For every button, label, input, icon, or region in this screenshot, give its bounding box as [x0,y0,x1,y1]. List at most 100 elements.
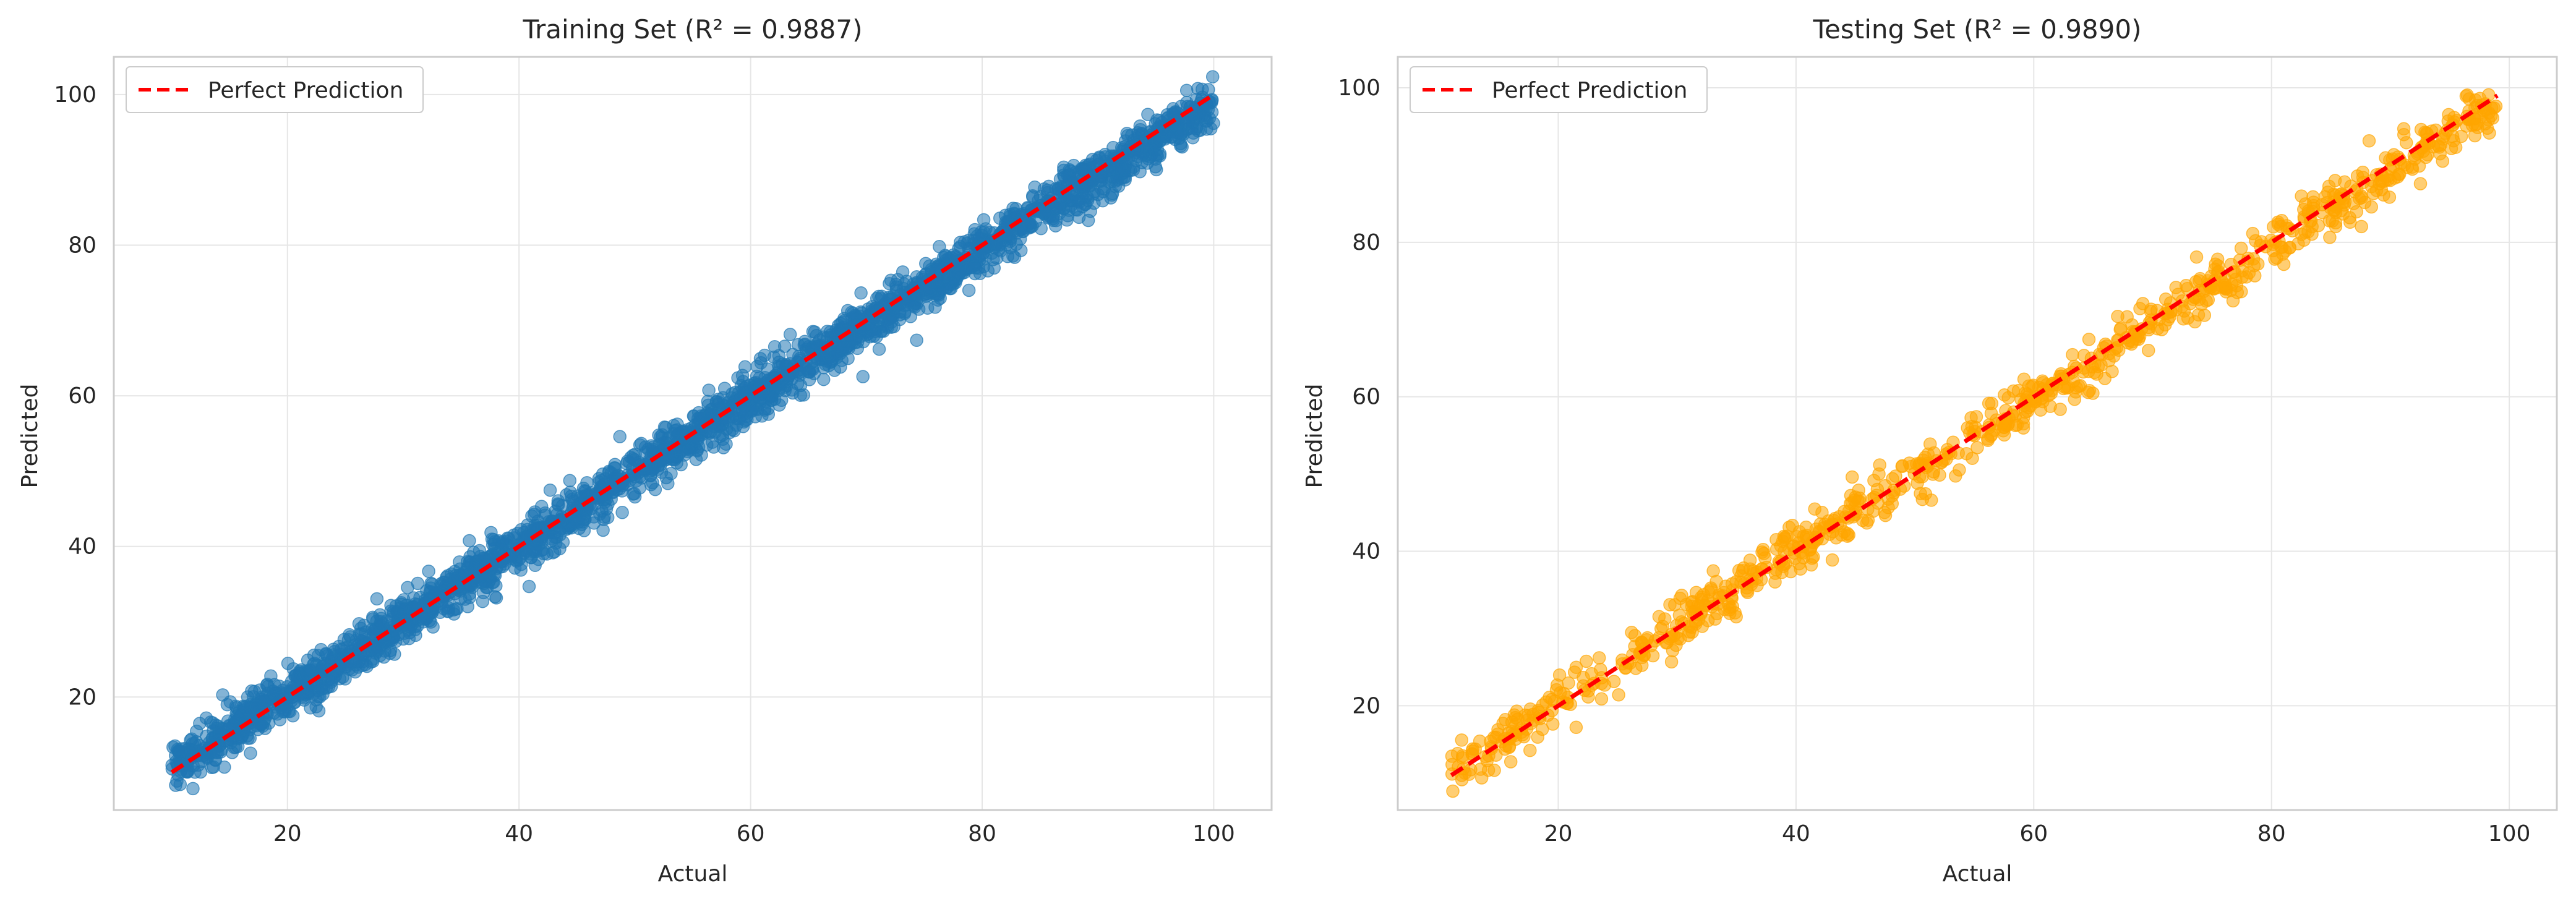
x-tick-label: 80 [2257,821,2286,846]
scatter-point [2021,404,2034,418]
scatter-point [1531,730,1544,744]
scatter-point [553,528,567,542]
scatter-point [528,508,541,521]
scatter-point [711,393,725,406]
scatter-point [2433,140,2446,154]
training-set-plot: Training Set (R² = 0.9887) Actual Predic… [17,14,1273,887]
x-tick-label: 40 [505,821,533,846]
scatter-point [2193,292,2206,306]
scatter-point [884,311,898,325]
scatter-point [2098,372,2112,385]
scatter-point [1825,553,1839,567]
scatter-point [476,594,490,608]
perfect-prediction-line [1450,93,2499,777]
y-axis-label: Predicted [1302,384,1327,488]
scatter-point [2383,173,2397,187]
scatter-point [2397,127,2411,142]
scatter-point [1025,189,1040,203]
scatter-point [1149,160,1162,174]
scatter-point [1959,446,1974,461]
scatter-point [1050,202,1064,215]
perfect-prediction-line [170,92,1215,775]
scatter-point [401,581,414,594]
scatter-point [2355,220,2368,234]
scatter-point [1808,502,1821,516]
scatter-point [2159,318,2172,332]
scatter-point [1769,532,1783,547]
scatter-point [404,620,417,634]
scatter-point [517,547,531,560]
scatter-point [910,333,923,348]
scatter-point [1179,83,1194,97]
scatter-point [1885,497,1899,511]
scatter-point [2328,174,2342,187]
scatter-point [1867,504,1880,518]
scatter-point [186,782,200,796]
x-tick-label: 40 [1782,821,1810,846]
scatter-point [1923,437,1937,451]
y-axis-label: Predicted [17,384,43,488]
testing-set-plot: Testing Set (R² = 0.9890) Actual Predict… [1302,14,2558,887]
scatter-point [1786,518,1799,532]
scatter-point [2413,177,2428,190]
scatter-point [1873,458,1886,472]
scatter-point [1640,631,1654,645]
scatter-point [385,612,399,626]
scatter-point [319,647,333,660]
scatter-point [1629,662,1643,675]
scatter-point [374,618,387,632]
scatter-point [402,631,416,646]
scatter-point [2066,348,2079,362]
scatter-point [205,761,219,775]
y-tick-label: 20 [68,684,96,710]
scatter-point [704,407,718,422]
scatter-point [1592,651,1606,665]
scatter-point [2082,383,2096,398]
y-tick-label: 60 [1352,385,1380,410]
scatter-point [473,550,487,563]
y-tick-label: 100 [54,82,96,108]
scatter-point [2419,150,2433,164]
scatter-point [1521,709,1535,723]
x-tick-label: 100 [1192,821,1235,846]
scatter-point [940,281,954,295]
scatter-point [1125,128,1139,142]
scatter-point [2483,126,2496,140]
scatter-point [448,573,463,587]
scatter-point [267,678,281,692]
scatter-point [2230,286,2244,299]
scatter-point [1450,746,1465,761]
scatter-point [2210,252,2225,267]
scatter-point [822,359,836,372]
x-tick-label: 20 [1544,821,1573,846]
chart-title: Training Set (R² = 0.9887) [522,14,862,45]
y-tick-label: 40 [1352,539,1380,565]
scatter-point [553,542,567,556]
scatter-point [244,746,257,760]
scatter-point [2016,421,2030,435]
scatter-point [1006,249,1020,263]
scatter-point [1110,173,1124,187]
scatter-point [1577,670,1590,684]
scatter-point [428,586,442,600]
scatter-point [301,653,315,667]
scatter-point [2298,197,2313,211]
scatter-point [1704,581,1718,595]
scatter-point [816,372,831,386]
scatter-point [1845,470,1859,484]
scatter-point [1037,182,1051,196]
scatter-point [169,778,182,792]
scatter-point [1886,472,1899,486]
legend-label: Perfect Prediction [208,78,403,103]
scatter-point [2141,343,2155,357]
scatter-point [388,647,401,661]
scatter-point [340,641,354,654]
scatter-point [220,697,234,712]
scatter-point [2274,241,2288,254]
scatter-point [2114,322,2128,335]
scatter-point [1067,158,1080,173]
scatter-point [2347,197,2361,210]
scatter-point [928,301,942,314]
scatter-point [1668,598,1682,612]
